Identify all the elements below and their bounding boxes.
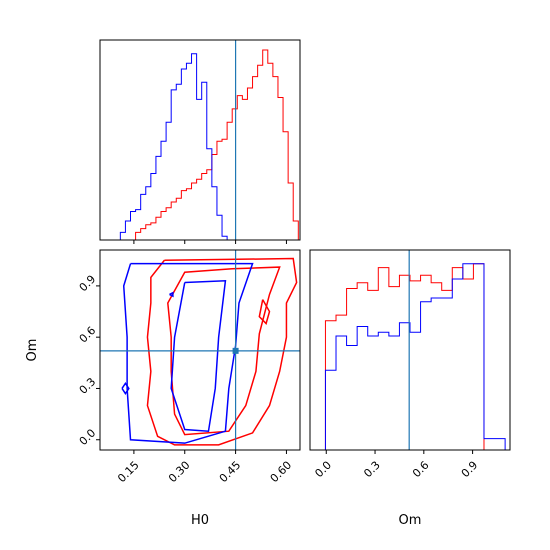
- joint-ytick-label: 0.3: [77, 375, 99, 397]
- joint-frame: [99, 249, 301, 451]
- h0-marginal-panel: [99, 39, 301, 244]
- contour-blue-2: [121, 381, 130, 395]
- om-hist-xtick-label: 0.3: [361, 459, 383, 481]
- joint-truth-marker: [232, 347, 239, 354]
- om-hist-xtick-label: 0.9: [459, 459, 481, 481]
- x-axis-label-om: Om: [399, 513, 422, 528]
- contour-blue-1: [170, 279, 227, 432]
- om-hist-series-red: [314, 263, 506, 451]
- h0-hist-frame: [99, 39, 301, 241]
- h0-hist-series-blue: [100, 53, 299, 241]
- h0-om-joint-panel: 0.15 0.30 0.45 0.60 0.0 0.3 0.6 0.9: [77, 249, 301, 486]
- om-hist-frame: [309, 249, 511, 451]
- joint-xtick-label: 0.15: [115, 459, 142, 486]
- joint-xtick-label: 0.30: [166, 459, 193, 486]
- om-hist-series-blue: [314, 263, 506, 451]
- contour-red-0: [146, 257, 298, 446]
- h0-hist-series-red: [100, 49, 299, 241]
- joint-xtick-label: 0.45: [217, 459, 244, 486]
- om-hist-xtick-label: 0.0: [312, 459, 334, 481]
- om-hist-xtick-label: 0.6: [410, 459, 432, 481]
- joint-ytick-label: 0.0: [77, 426, 99, 448]
- joint-ytick-label: 0.6: [77, 324, 99, 346]
- contour-blue-0: [122, 262, 254, 444]
- joint-xtick-label: 0.60: [268, 459, 295, 486]
- y-axis-label-om: Om: [25, 339, 40, 362]
- contour-red-1: [167, 266, 281, 436]
- x-axis-label-h0: H0: [191, 513, 209, 528]
- om-marginal-panel: 0.0 0.3 0.6 0.9: [309, 249, 511, 481]
- contour-red-2: [258, 299, 271, 325]
- contour-blue-3: [169, 291, 174, 298]
- joint-ytick-label: 0.9: [77, 273, 99, 295]
